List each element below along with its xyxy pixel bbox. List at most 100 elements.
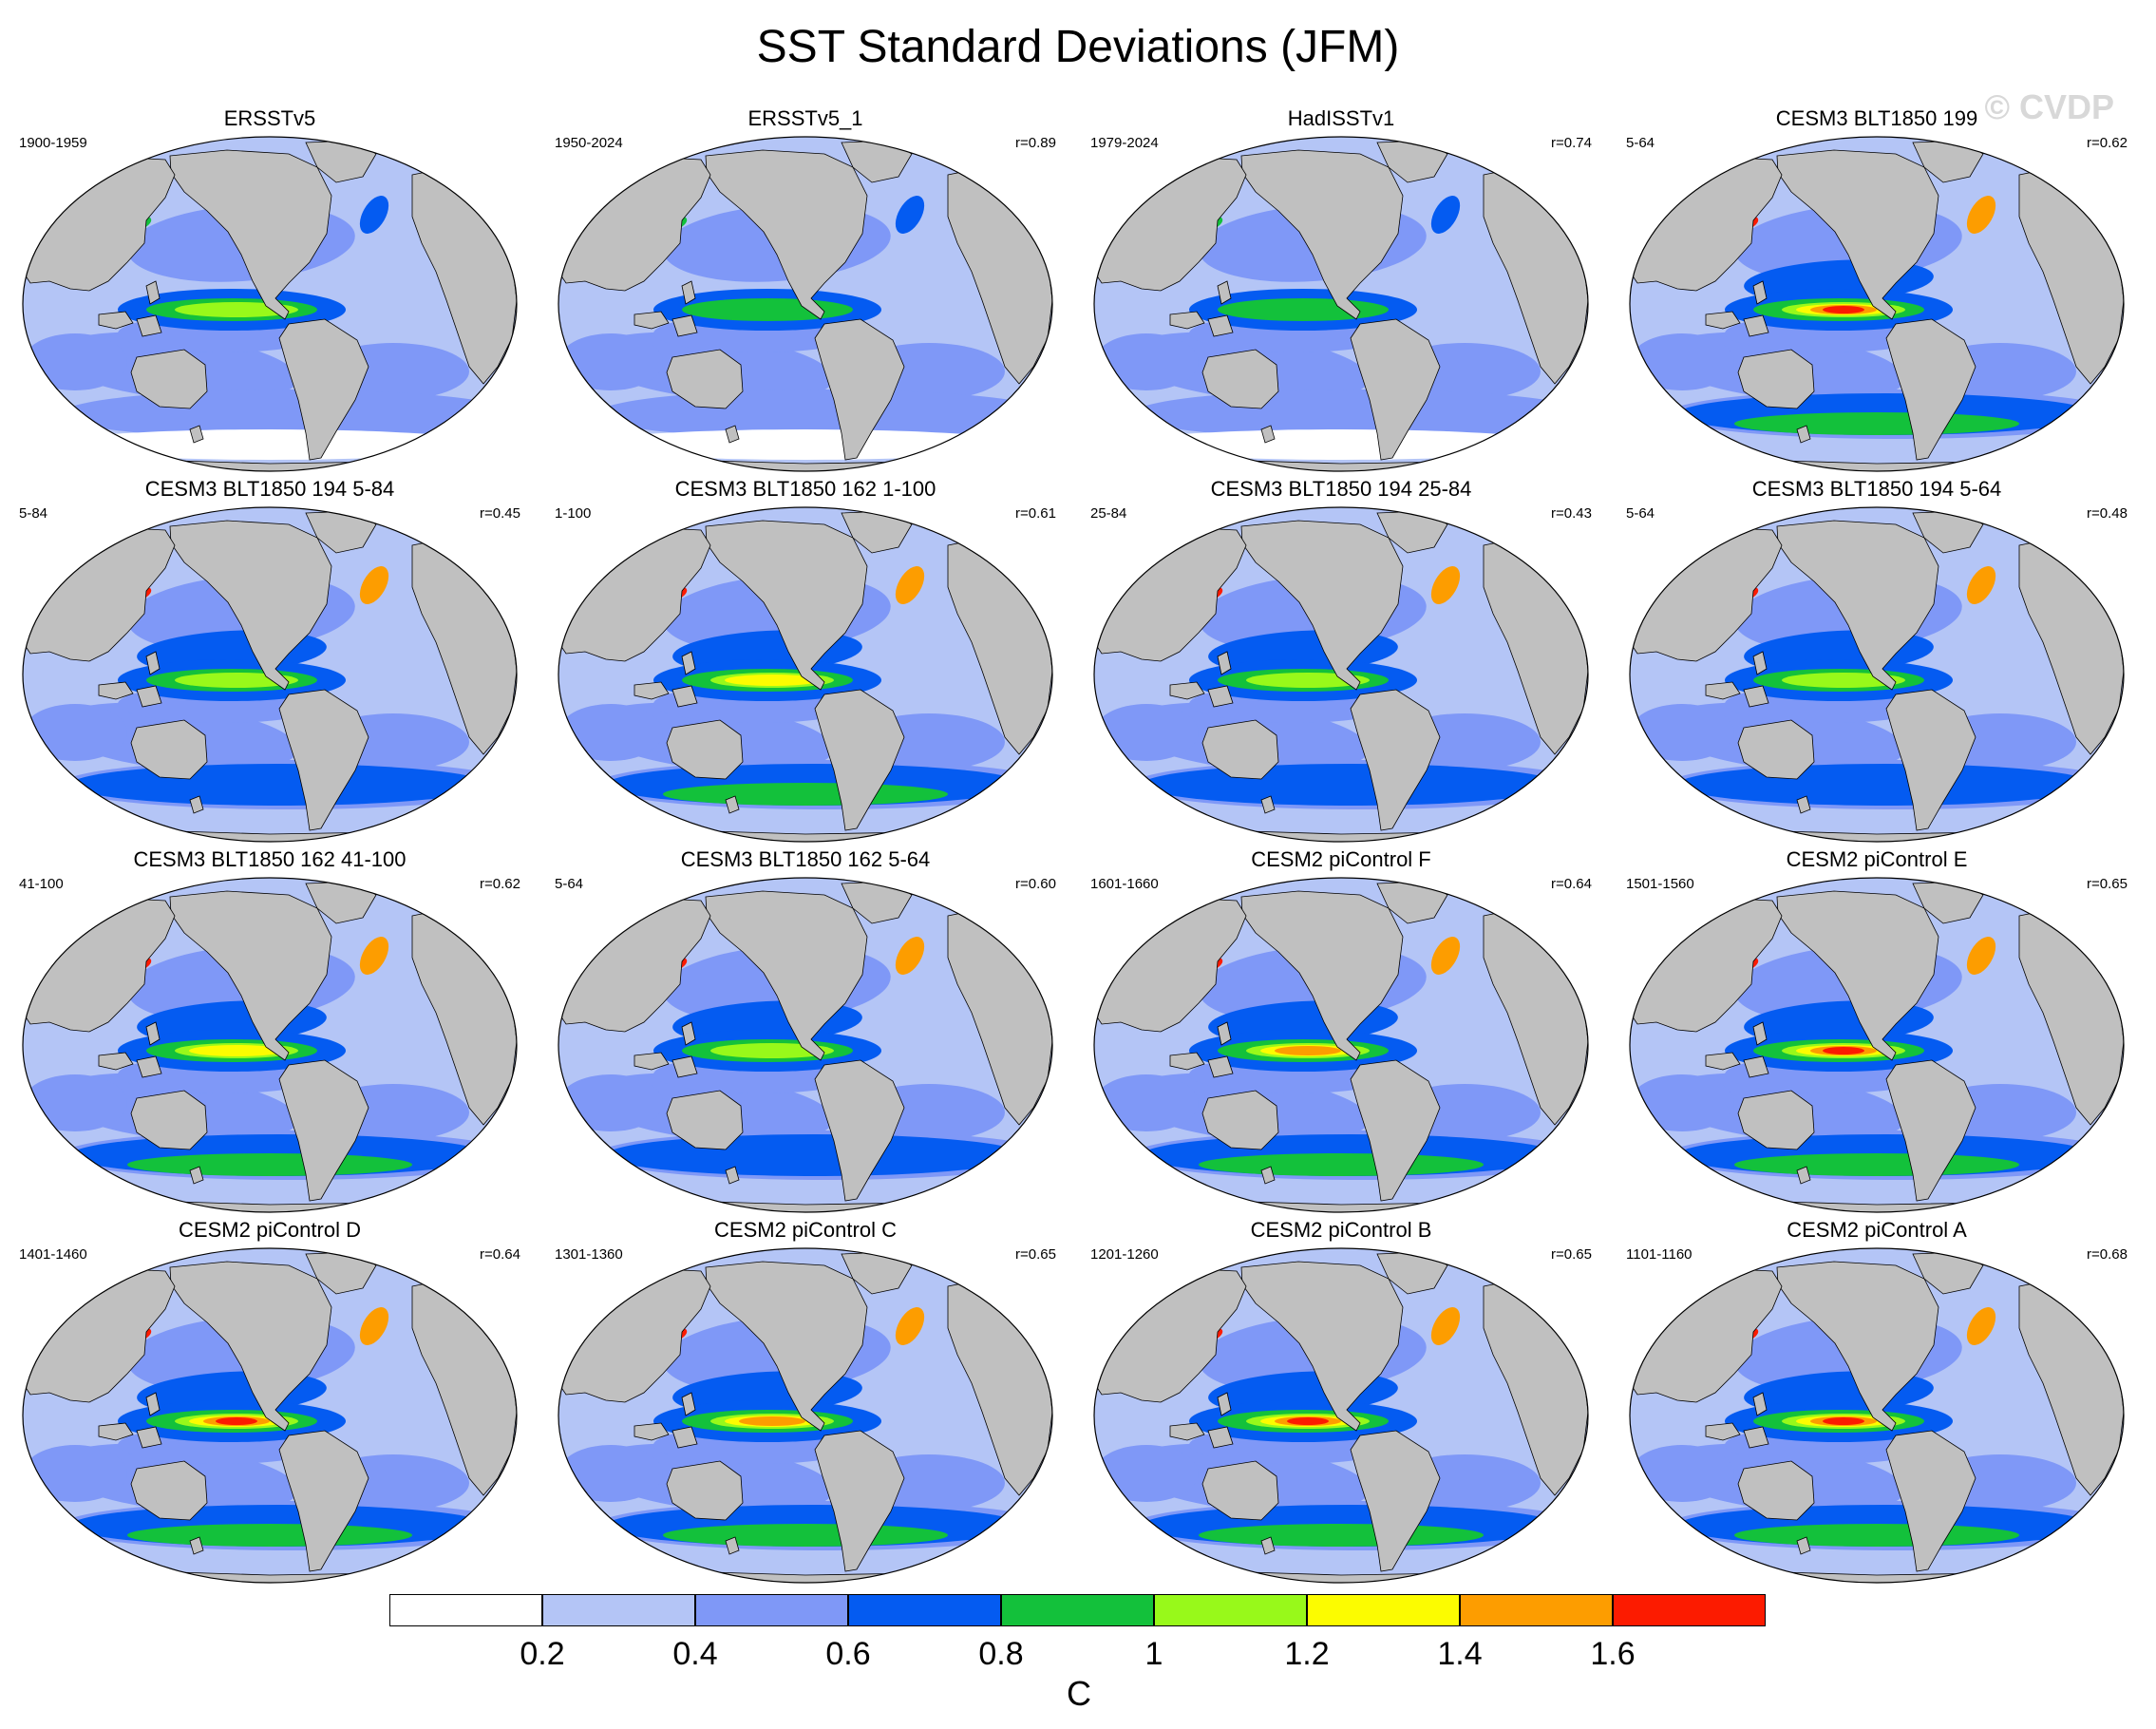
panel-correlation: r=0.74	[1551, 135, 1592, 151]
panel-correlation: r=0.65	[1015, 1246, 1056, 1263]
colorbar-tick-label: 0.2	[520, 1636, 565, 1672]
map-panel: HadISSTv1 1979-2024 r=0.74	[1075, 106, 1607, 479]
panel-title: CESM2 piControl E	[1786, 847, 1968, 871]
colorbar-swatch	[1001, 1594, 1154, 1626]
panel-years: 1201-1260	[1090, 1246, 1159, 1263]
map-panel: CESM3 BLT1850 194 25-84 25-84 r=0.43	[1075, 477, 1607, 849]
panel-title: CESM3 BLT1850 194 25-84	[1210, 477, 1472, 501]
panel-correlation: r=0.68	[2087, 1246, 2128, 1263]
colorbar-swatch	[1154, 1594, 1307, 1626]
panel-title: CESM2 piControl B	[1250, 1218, 1432, 1242]
sst-map	[22, 1247, 518, 1584]
panel-title: CESM3 BLT1850 194 5-84	[144, 477, 395, 501]
panel-correlation: r=0.48	[2087, 505, 2128, 522]
colorbar-swatch	[695, 1594, 848, 1626]
panel-years: 1950-2024	[555, 135, 623, 151]
colorbar-tick-label: 0.4	[672, 1636, 718, 1672]
map-panel: CESM3 BLT1850 194 5-64 5-64 r=0.48	[1611, 477, 2143, 849]
map-panel: CESM3 BLT1850 162 1-100 1-100 r=0.61	[539, 477, 1071, 849]
colorbar-tick-label: 0.8	[978, 1636, 1024, 1672]
sst-map	[558, 1247, 1053, 1584]
panel-years: 5-64	[1626, 135, 1655, 151]
sst-map	[1093, 506, 1589, 843]
panel-years: 1401-1460	[19, 1246, 87, 1263]
panel-years: 5-64	[1626, 505, 1655, 522]
panel-correlation: r=0.45	[480, 505, 520, 522]
colorbar-tick-label: 0.6	[825, 1636, 871, 1672]
sst-map	[1093, 877, 1589, 1213]
colorbar-swatch	[542, 1594, 695, 1626]
map-panel: ERSSTv5 1900-1959	[4, 106, 536, 479]
panel-years: 5-84	[19, 505, 48, 522]
map-panel: CESM2 piControl C 1301-1360 r=0.65	[539, 1218, 1071, 1590]
panel-correlation: r=0.43	[1551, 505, 1592, 522]
map-panel: CESM3 BLT1850 194 5-84 5-84 r=0.45	[4, 477, 536, 849]
map-panel: CESM2 piControl A 1101-1160 r=0.68	[1611, 1218, 2143, 1590]
map-panel: CESM3 BLT1850 162 5-64 5-64 r=0.60	[539, 847, 1071, 1220]
panel-title: CESM2 piControl D	[179, 1218, 361, 1242]
panel-title: CESM3 BLT1850 199	[1775, 106, 1978, 130]
panel-title: ERSSTv5	[223, 106, 316, 130]
panel-correlation: r=0.65	[2087, 876, 2128, 892]
figure-title: SST Standard Deviations (JFM)	[756, 22, 1400, 72]
colorbar-tick-label: 1.2	[1284, 1636, 1330, 1672]
panel-title: CESM3 BLT1850 162 41-100	[133, 847, 407, 871]
sst-map	[22, 136, 518, 472]
map-panel: CESM3 BLT1850 162 41-100 41-100 r=0.62	[4, 847, 536, 1220]
sst-map	[22, 506, 518, 843]
panel-years: 41-100	[19, 876, 64, 892]
sst-map	[558, 506, 1053, 843]
panel-title: ERSSTv5_1	[747, 106, 863, 130]
panel-years: 1101-1160	[1626, 1246, 1693, 1263]
panel-correlation: r=0.64	[1551, 876, 1592, 892]
sst-map	[22, 877, 518, 1213]
panel-correlation: r=0.89	[1015, 135, 1056, 151]
colorbar	[389, 1594, 1768, 1626]
panel-years: 1301-1360	[555, 1246, 623, 1263]
cvdp-watermark: © CVDP	[1984, 87, 2114, 126]
panel-years: 1900-1959	[19, 135, 87, 151]
colorbar-swatch	[389, 1594, 542, 1626]
sst-map	[1093, 136, 1589, 472]
panel-years: 1-100	[555, 505, 592, 522]
panel-title: CESM3 BLT1850 194 5-64	[1751, 477, 2002, 501]
sst-map	[1629, 136, 2125, 472]
sst-map	[1093, 1247, 1589, 1584]
sst-map	[1629, 1247, 2125, 1584]
panel-correlation: r=0.62	[480, 876, 520, 892]
panel-correlation: r=0.65	[1551, 1246, 1592, 1263]
sst-map	[1629, 506, 2125, 843]
colorbar-swatch	[1613, 1594, 1766, 1626]
panel-title: HadISSTv1	[1287, 106, 1395, 130]
colorbar-tick-label: 1	[1144, 1636, 1163, 1672]
panel-years: 1601-1660	[1090, 876, 1159, 892]
colorbar-unit: C	[1067, 1674, 1091, 1713]
sst-map	[558, 877, 1053, 1213]
colorbar-swatch	[1307, 1594, 1460, 1626]
panel-title: CESM2 piControl C	[714, 1218, 897, 1242]
panel-title: CESM3 BLT1850 162 1-100	[674, 477, 936, 501]
panel-title: CESM3 BLT1850 162 5-64	[680, 847, 931, 871]
colorbar-tick-label: 1.6	[1590, 1636, 1636, 1672]
map-panel: CESM2 piControl E 1501-1560 r=0.65	[1611, 847, 2143, 1220]
panel-title: CESM2 piControl A	[1787, 1218, 1967, 1242]
sst-map	[1629, 877, 2125, 1213]
panel-correlation: r=0.62	[2087, 135, 2128, 151]
colorbar-swatch	[1460, 1594, 1613, 1626]
panel-years: 1979-2024	[1090, 135, 1159, 151]
panel-years: 25-84	[1090, 505, 1127, 522]
map-panel: CESM3 BLT1850 199 5-64 r=0.62	[1611, 106, 2143, 479]
colorbar-tick-label: 1.4	[1437, 1636, 1483, 1672]
map-panel: CESM2 piControl F 1601-1660 r=0.64	[1075, 847, 1607, 1220]
map-panel: ERSSTv5_1 1950-2024 r=0.89	[539, 106, 1071, 479]
panel-title: CESM2 piControl F	[1251, 847, 1431, 871]
map-panel: CESM2 piControl B 1201-1260 r=0.65	[1075, 1218, 1607, 1590]
panel-correlation: r=0.61	[1015, 505, 1056, 522]
sst-map	[558, 136, 1053, 472]
panel-correlation: r=0.60	[1015, 876, 1056, 892]
panel-years: 1501-1560	[1626, 876, 1694, 892]
map-panel: CESM2 piControl D 1401-1460 r=0.64	[4, 1218, 536, 1590]
panel-correlation: r=0.64	[480, 1246, 520, 1263]
colorbar-swatch	[848, 1594, 1001, 1626]
panel-years: 5-64	[555, 876, 584, 892]
